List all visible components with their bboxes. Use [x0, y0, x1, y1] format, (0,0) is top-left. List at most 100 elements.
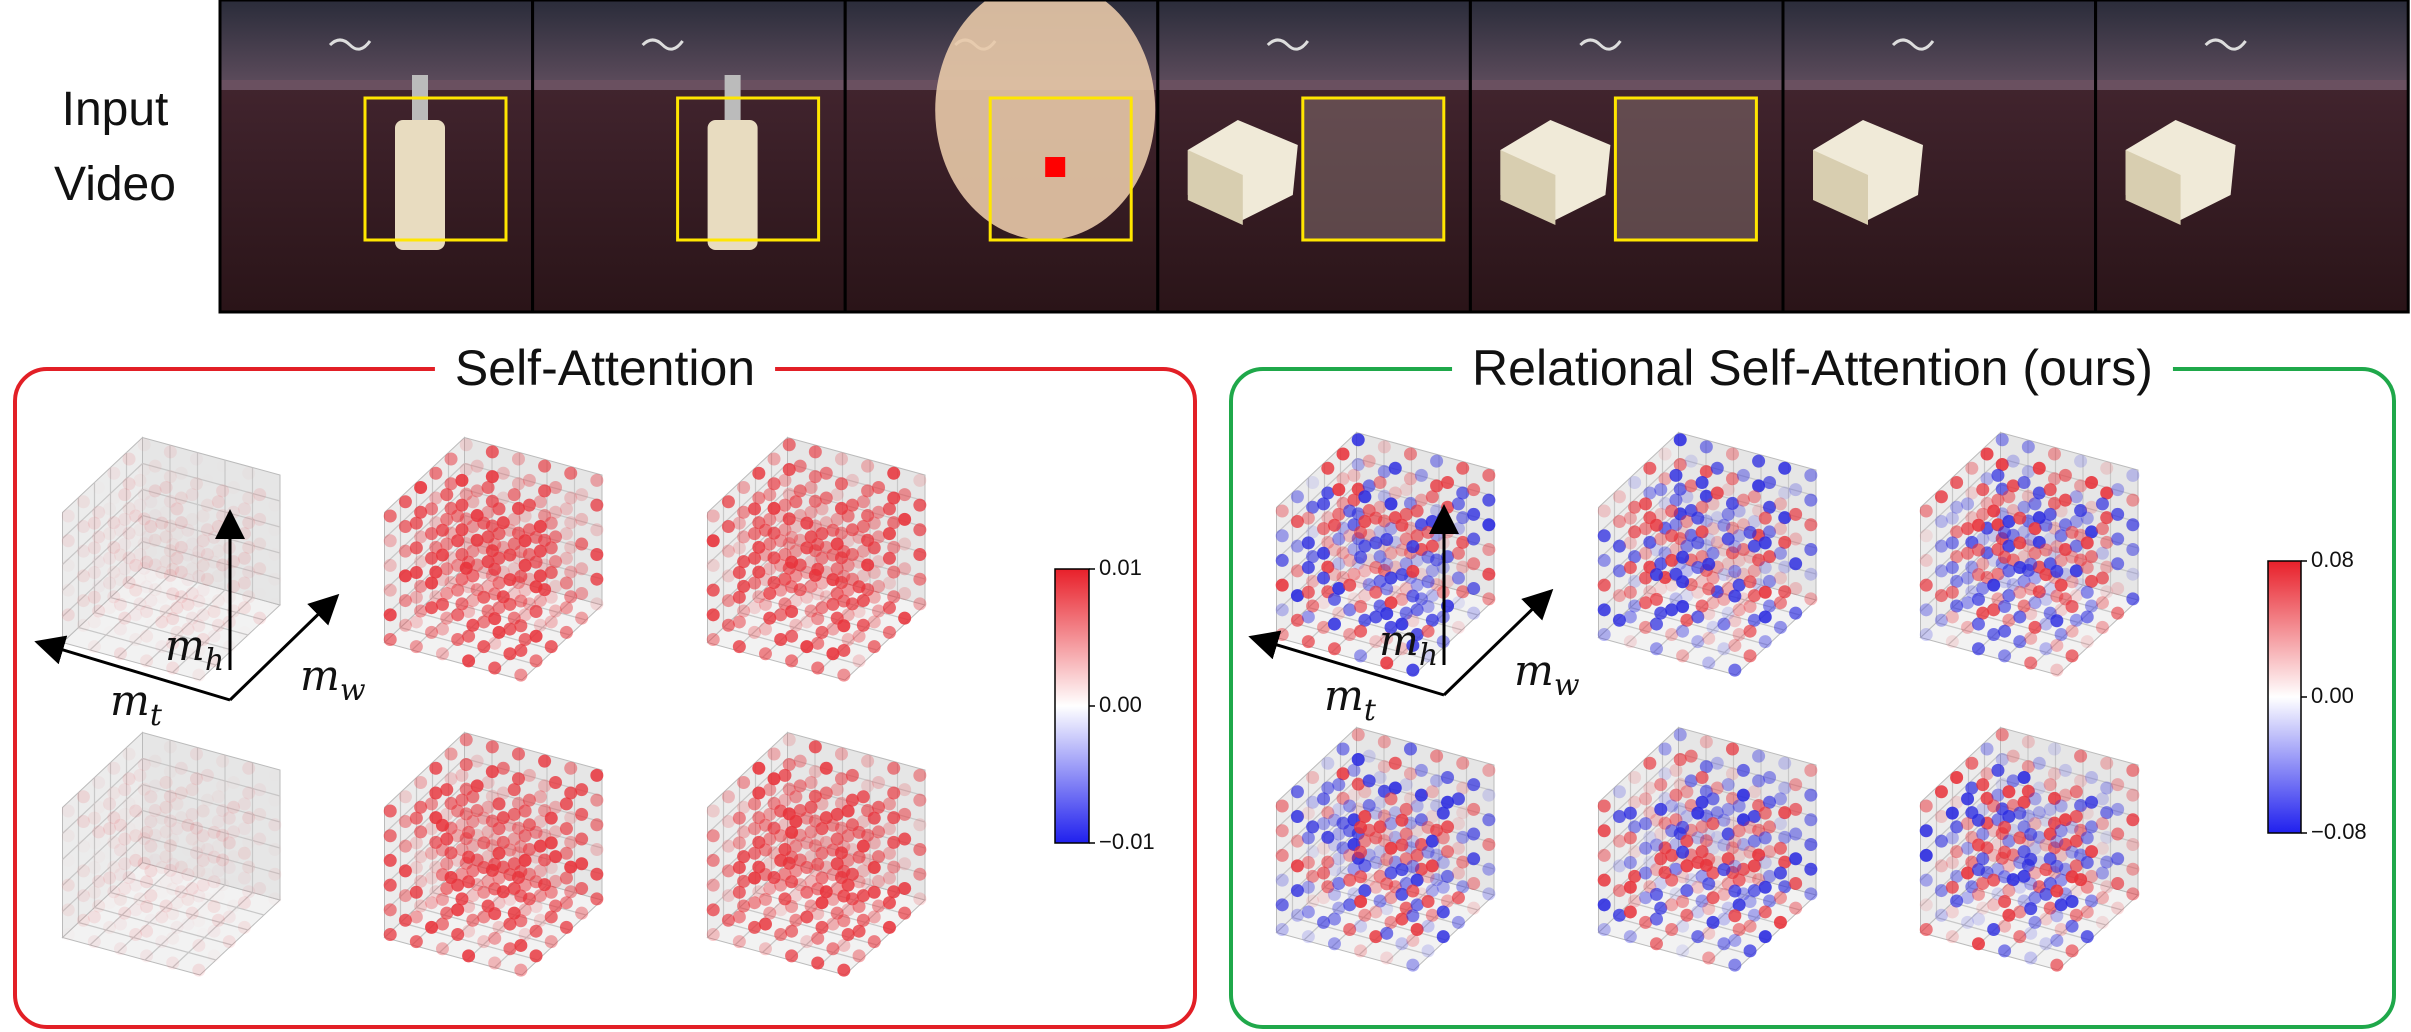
attention-dot	[774, 878, 788, 892]
attention-dot	[1317, 866, 1331, 880]
attention-dot	[1654, 507, 1668, 521]
attention-dot	[492, 502, 506, 516]
attention-dot	[1934, 613, 1948, 627]
attention-dot	[2021, 760, 2035, 774]
attention-dot	[398, 594, 412, 608]
attention-dot	[2126, 493, 2140, 507]
attention-dot	[1362, 454, 1376, 468]
attention-dot	[470, 779, 484, 793]
attention-dot	[559, 527, 573, 541]
attention-dot	[826, 597, 840, 611]
attention-dot	[435, 818, 449, 832]
attention-dot	[1695, 894, 1709, 908]
attention-dot	[590, 768, 604, 782]
attention-dot	[882, 822, 896, 836]
axis-arrow	[1442, 588, 1554, 697]
attention-dot	[1451, 522, 1465, 536]
attention-dot	[1358, 514, 1372, 528]
attention-dot	[398, 544, 412, 558]
attention-dot	[1343, 578, 1357, 592]
attention-dot	[867, 615, 881, 629]
attention-dot	[477, 615, 491, 629]
attention-dot	[1998, 919, 2012, 933]
attention-dot	[1373, 795, 1387, 809]
attention-dot	[170, 551, 184, 565]
attention-dot	[1725, 767, 1739, 781]
attention-dot	[2065, 870, 2079, 884]
attention-dot	[898, 512, 912, 526]
attention-dot	[2021, 465, 2035, 479]
attention-dot	[2069, 589, 2083, 603]
attention-dot	[466, 544, 480, 558]
attention-dot	[1482, 543, 1496, 556]
attention-dot	[409, 910, 423, 924]
attention-dot	[503, 892, 517, 906]
attention-dot	[1680, 809, 1694, 823]
attention-dot	[137, 512, 151, 526]
attention-dot	[2095, 497, 2109, 511]
attention-dot	[1317, 841, 1331, 855]
attention-dot	[1290, 908, 1304, 922]
attention-dot	[87, 590, 101, 604]
attention-dot	[429, 885, 443, 899]
video-frame	[531, 0, 847, 314]
attention-dot	[2024, 828, 2038, 842]
attention-dot	[1778, 486, 1792, 500]
attention-dot	[1327, 887, 1341, 901]
attention-dot	[2111, 532, 2125, 546]
attention-dot	[477, 516, 491, 530]
attention-dot	[1673, 728, 1687, 742]
attention-dot	[1362, 479, 1376, 493]
attention-dot	[852, 629, 866, 643]
attention-dot	[1384, 841, 1398, 855]
attention-dot	[529, 629, 543, 643]
attention-dot	[913, 867, 927, 881]
attention-dot	[861, 558, 875, 572]
attention-dot	[1336, 546, 1350, 560]
attention-dot	[164, 740, 177, 753]
attention-dot	[1643, 756, 1657, 770]
attention-dot	[409, 836, 423, 850]
attention-dot	[852, 530, 866, 544]
attention-dot	[398, 618, 412, 632]
attention-dot	[170, 601, 184, 615]
attention-dot	[782, 512, 796, 526]
attention-dot	[514, 889, 528, 903]
attention-dot	[2047, 841, 2061, 855]
attention-dot	[1676, 550, 1690, 564]
attention-dot	[1695, 599, 1709, 613]
attention-dot	[841, 509, 855, 523]
attention-dot	[2111, 852, 2125, 866]
attention-dot	[383, 928, 397, 942]
attention-dot	[451, 534, 465, 548]
attention-dot	[2017, 500, 2031, 514]
attention-dot	[861, 459, 875, 473]
attention-dot	[414, 825, 428, 839]
attention-dot	[192, 864, 206, 878]
attention-dot	[2039, 813, 2053, 827]
attention-dot	[2054, 898, 2068, 912]
attention-dot	[1758, 635, 1772, 649]
attention-dot	[811, 956, 825, 970]
attention-dot	[103, 822, 117, 836]
attention-dot	[1804, 862, 1818, 876]
attention-dot	[253, 512, 267, 526]
attention-dot	[845, 473, 859, 487]
attention-dot	[2028, 817, 2042, 831]
attention-dot	[1987, 873, 2001, 887]
attention-dot	[122, 501, 136, 515]
attention-dot	[1347, 567, 1361, 581]
attention-dot	[841, 583, 855, 597]
attention-dot	[383, 608, 397, 622]
attention-dot	[752, 590, 766, 604]
attention-dot	[1961, 497, 1975, 511]
attention-dot	[1430, 873, 1444, 887]
attention-dot	[455, 892, 469, 906]
attention-cube	[1597, 431, 1818, 677]
attention-dot	[1665, 824, 1679, 838]
attention-dot	[758, 647, 772, 661]
attention-dot	[1639, 546, 1653, 560]
grid-line	[1920, 484, 2001, 560]
attention-dot	[804, 579, 818, 593]
attention-dot	[253, 611, 267, 625]
